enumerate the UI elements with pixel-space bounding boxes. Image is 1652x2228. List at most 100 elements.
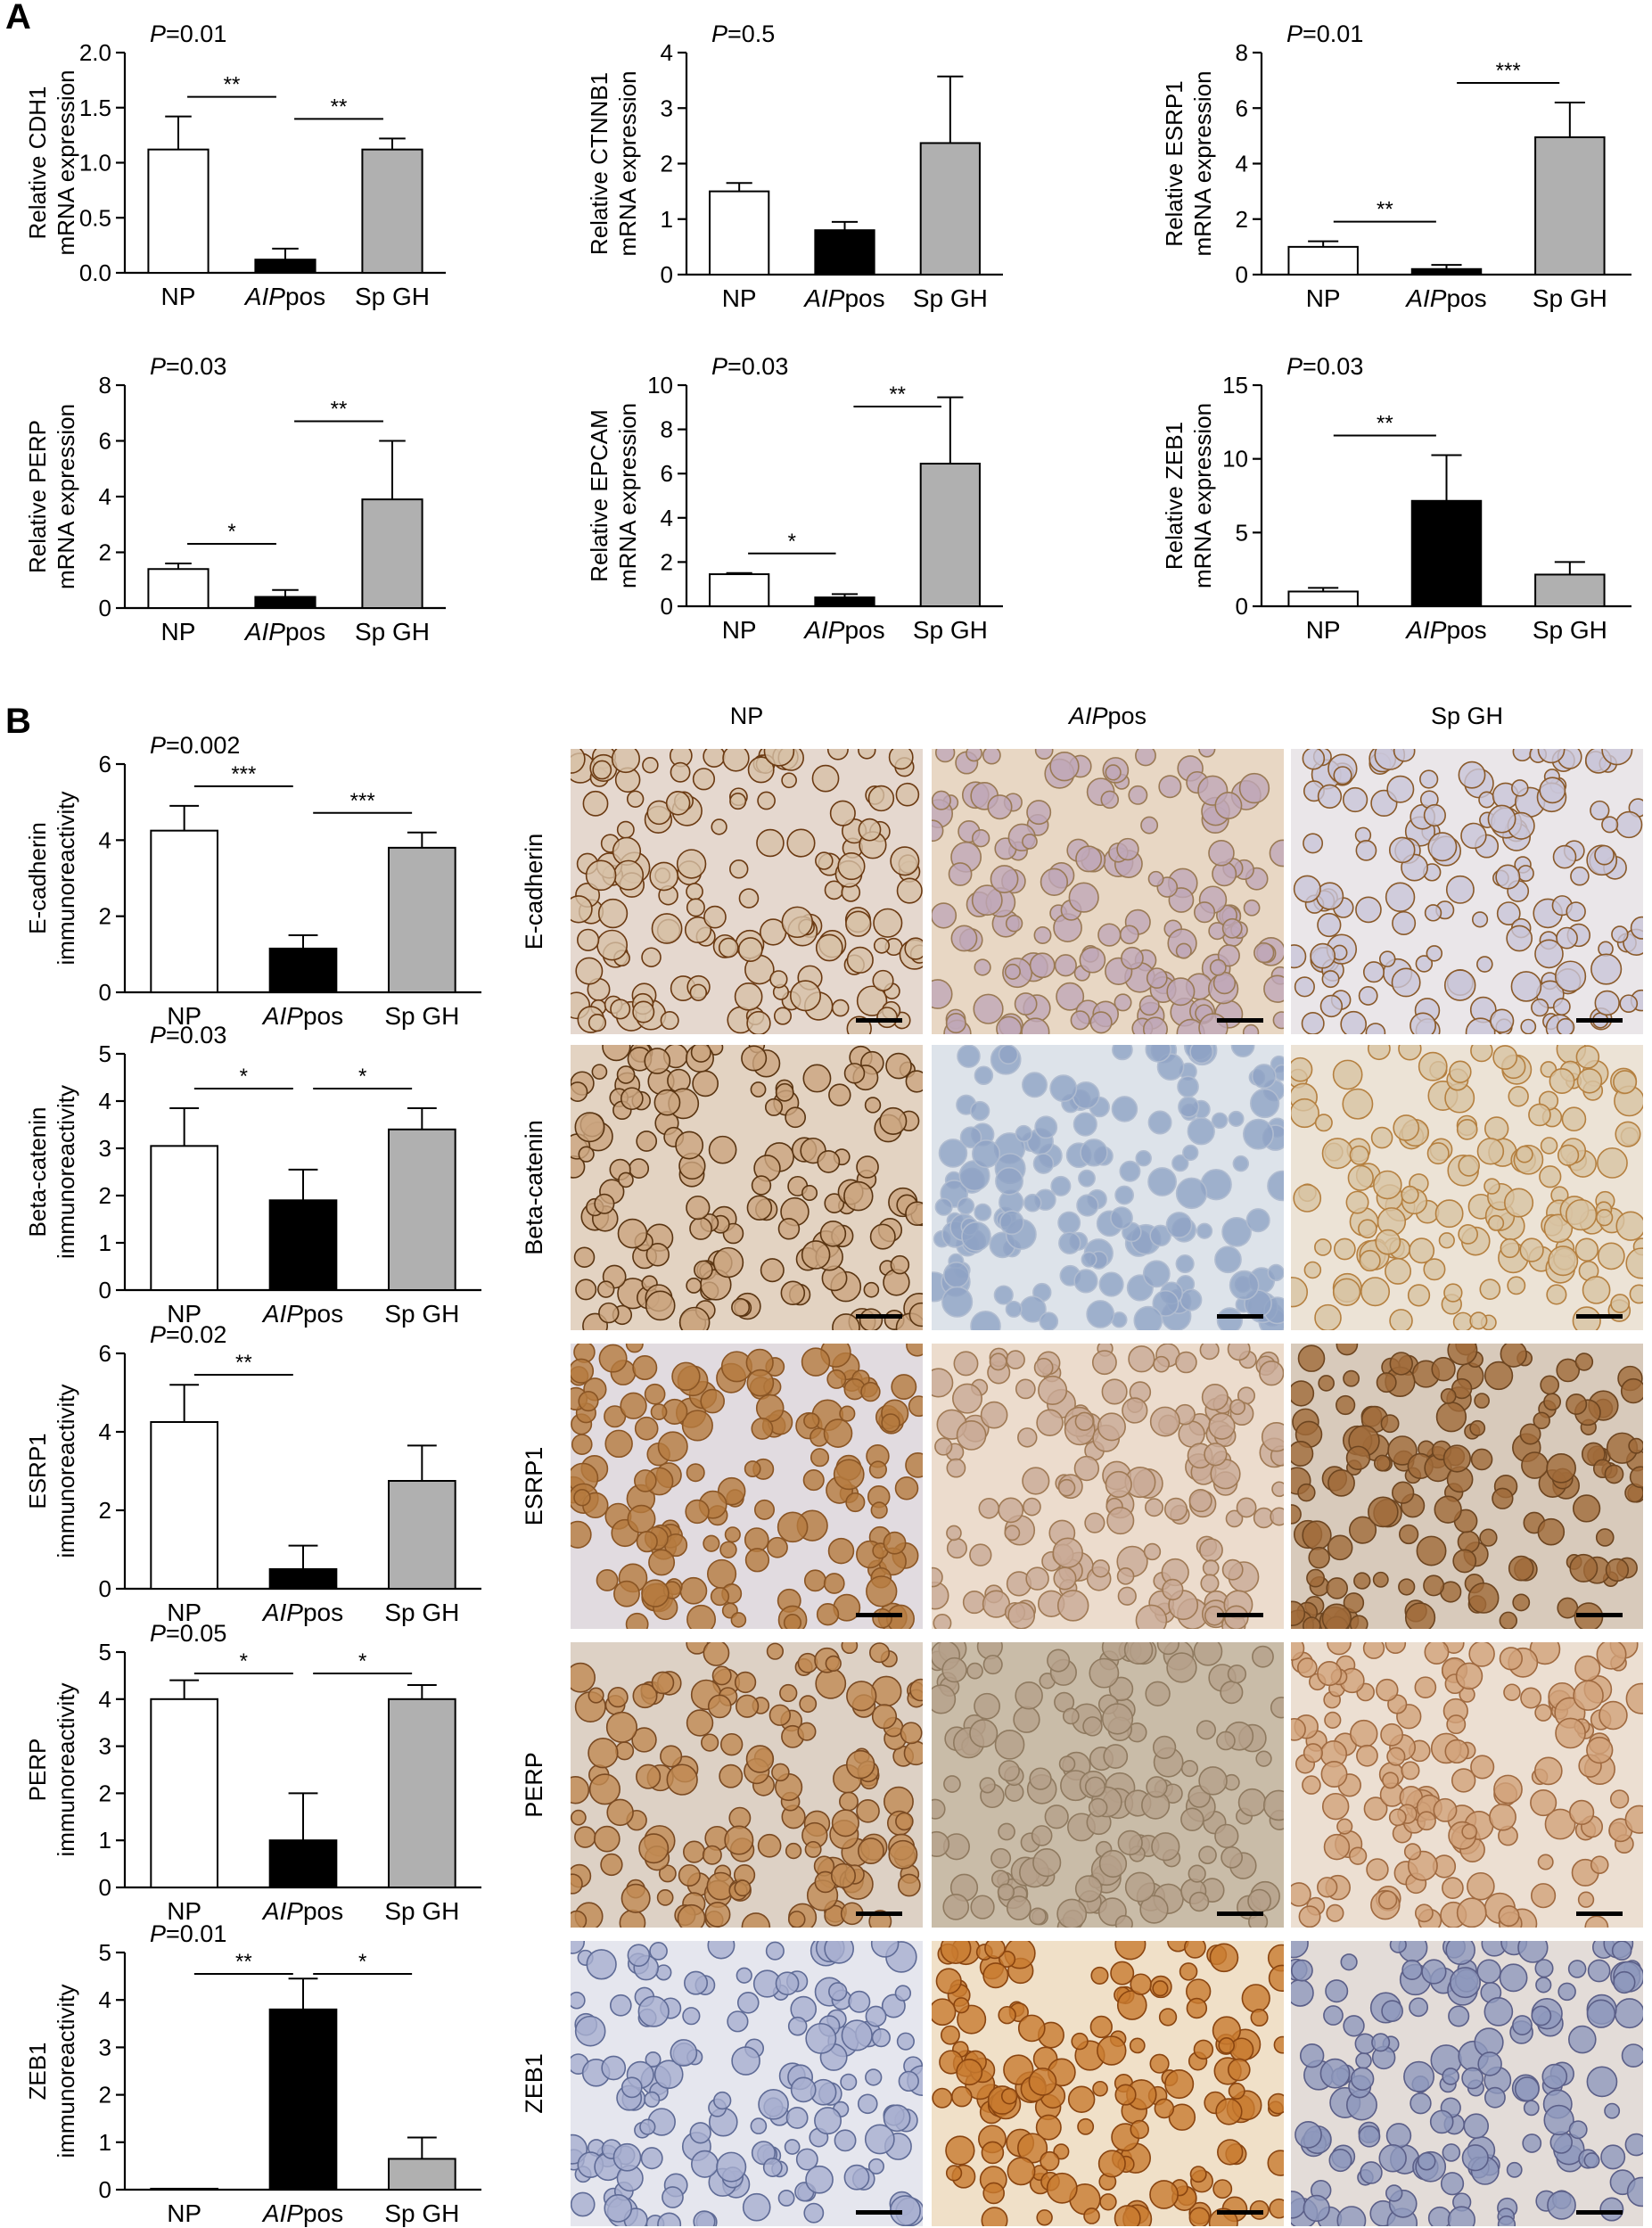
- scale-bar: [856, 2210, 902, 2215]
- bar-aippos: [268, 1199, 338, 1292]
- y-tick-label: 5: [1236, 519, 1248, 546]
- micrograph-zeb1-aippos: [932, 1941, 1284, 2226]
- significance-label: *: [240, 1065, 248, 1089]
- bar-sp-gh: [388, 2158, 456, 2191]
- y-tick-label: 2: [99, 2082, 111, 2109]
- bar-aippos: [268, 2008, 338, 2191]
- y-tick-label: 2: [661, 151, 673, 177]
- y-tick-label: 0: [99, 1874, 111, 1901]
- bar-np: [147, 148, 210, 274]
- bar-aippos: [814, 229, 875, 276]
- p-value: P=0.03: [1286, 353, 1363, 380]
- y-tick-label: 6: [99, 428, 111, 455]
- x-tick-label: Sp GH: [384, 1002, 459, 1030]
- y-tick-label: 4: [661, 505, 673, 531]
- bar-sp-gh: [388, 1128, 456, 1292]
- x-tick-label: AIPpos: [802, 284, 884, 312]
- y-tick-label: 0: [661, 593, 673, 620]
- x-tick-label: AIPpos: [1404, 284, 1486, 312]
- panel-label-b: B: [5, 702, 31, 741]
- x-tick-label: AIPpos: [261, 1897, 343, 1925]
- p-value: P=0.05: [150, 1620, 226, 1647]
- x-tick-label: NP: [722, 616, 757, 644]
- micrograph-column-header: Sp GH: [1431, 703, 1503, 729]
- scale-bar: [1217, 1314, 1263, 1319]
- micrograph-beta-catenin-sp-gh: [1291, 1045, 1643, 1330]
- y-axis-label: ESRP1immunoreactivity: [24, 1384, 79, 1558]
- bar-sp-gh: [388, 1480, 456, 1590]
- scale-bar: [856, 1613, 902, 1617]
- significance-label: **: [235, 1950, 252, 1974]
- y-tick-label: 2: [99, 539, 111, 566]
- y-tick-label: 4: [661, 39, 673, 66]
- bar-np: [147, 568, 210, 609]
- y-tick-label: 4: [99, 826, 111, 853]
- bar-np: [709, 190, 770, 275]
- x-tick-label: Sp GH: [384, 1599, 459, 1626]
- y-tick-label: 3: [99, 1135, 111, 1162]
- scale-bar: [1576, 1613, 1623, 1617]
- y-tick-label: 0: [661, 261, 673, 288]
- chart-bcat: 0 1 2 3 4 5 Beta-cateninimmunoreactivity NP AIPp…: [24, 1022, 481, 1328]
- x-tick-label: AIPpos: [1404, 616, 1486, 644]
- micrograph-row-label: Beta-catenin: [521, 1120, 547, 1255]
- chart-ctnnb1: 0 1 2 3 4 Relative CTNNB1mRNA expression NP AIP…: [586, 21, 1003, 312]
- y-tick-label: 8: [99, 372, 111, 399]
- bar-sp-gh: [919, 463, 981, 607]
- x-tick-label: NP: [161, 618, 196, 645]
- y-tick-label: 5: [99, 1939, 111, 1966]
- y-tick-label: 0.0: [79, 259, 111, 286]
- chart-zeb1ihc: 0 1 2 3 4 5 ZEB1immunoreactivity NP AIPpos Sp GH P…: [24, 1920, 481, 2227]
- y-axis-label: PERPimmunoreactivity: [24, 1682, 79, 1856]
- micrograph-beta-catenin-aippos: [932, 1045, 1284, 1330]
- bar-np: [150, 1698, 218, 1889]
- x-tick-label: NP: [167, 2199, 201, 2227]
- y-tick-label: 0: [99, 2176, 111, 2203]
- scale-bar: [1217, 1613, 1263, 1617]
- x-tick-label: Sp GH: [1533, 284, 1607, 312]
- p-value: P=0.01: [1286, 21, 1363, 47]
- significance-label: *: [358, 1649, 366, 1673]
- micrograph-esrp1-sp-gh: [1291, 1344, 1643, 1629]
- y-axis-label: Relative CTNNB1mRNA expression: [586, 70, 641, 256]
- bar-sp-gh: [1534, 573, 1606, 607]
- bar-aippos: [254, 259, 316, 274]
- chart-esrp1ihc: 0 2 4 6 ESRP1immunoreactivity NP AIPpos Sp GH P=…: [24, 1321, 481, 1626]
- significance-label: *: [227, 520, 235, 544]
- chart-esrp1: 0 2 4 6 8 Relative ESRP1mRNA expression NP AIPp…: [1161, 21, 1631, 312]
- bar-np: [1287, 245, 1359, 275]
- p-value: P=0.03: [150, 1022, 226, 1048]
- micrograph-row-label: PERP: [521, 1752, 547, 1818]
- y-axis-label: ZEB1immunoreactivity: [24, 1984, 79, 2158]
- x-tick-label: NP: [161, 283, 196, 310]
- y-tick-label: 1: [99, 2129, 111, 2156]
- bar-aippos: [1410, 499, 1483, 608]
- bar-aippos: [254, 596, 316, 609]
- y-tick-label: 15: [1222, 372, 1248, 399]
- x-tick-label: Sp GH: [1533, 616, 1607, 644]
- significance-label: ***: [1496, 59, 1521, 83]
- bar-sp-gh: [361, 148, 423, 274]
- y-axis-label: E-cadherinimmunoreactivity: [24, 791, 79, 965]
- x-tick-label: AIPpos: [261, 1599, 343, 1626]
- x-tick-label: Sp GH: [384, 1300, 459, 1328]
- scale-bar: [1217, 1911, 1263, 1916]
- x-tick-label: Sp GH: [913, 284, 988, 312]
- scale-bar: [1576, 1314, 1623, 1319]
- micrograph-esrp1-aippos: [932, 1344, 1284, 1629]
- y-tick-label: 2: [99, 1497, 111, 1524]
- significance-label: **: [889, 382, 906, 407]
- y-tick-label: 10: [647, 372, 673, 399]
- micrograph-e-cadherin-sp-gh: [1291, 749, 1643, 1034]
- micrograph-row-label: ZEB1: [521, 2053, 547, 2114]
- x-tick-label: NP: [1306, 284, 1341, 312]
- bar-sp-gh: [388, 846, 456, 993]
- y-tick-label: 0: [99, 1277, 111, 1303]
- micrograph-perp-np: [571, 1642, 923, 1928]
- bar-aippos: [1410, 267, 1483, 275]
- x-tick-label: NP: [167, 1300, 201, 1328]
